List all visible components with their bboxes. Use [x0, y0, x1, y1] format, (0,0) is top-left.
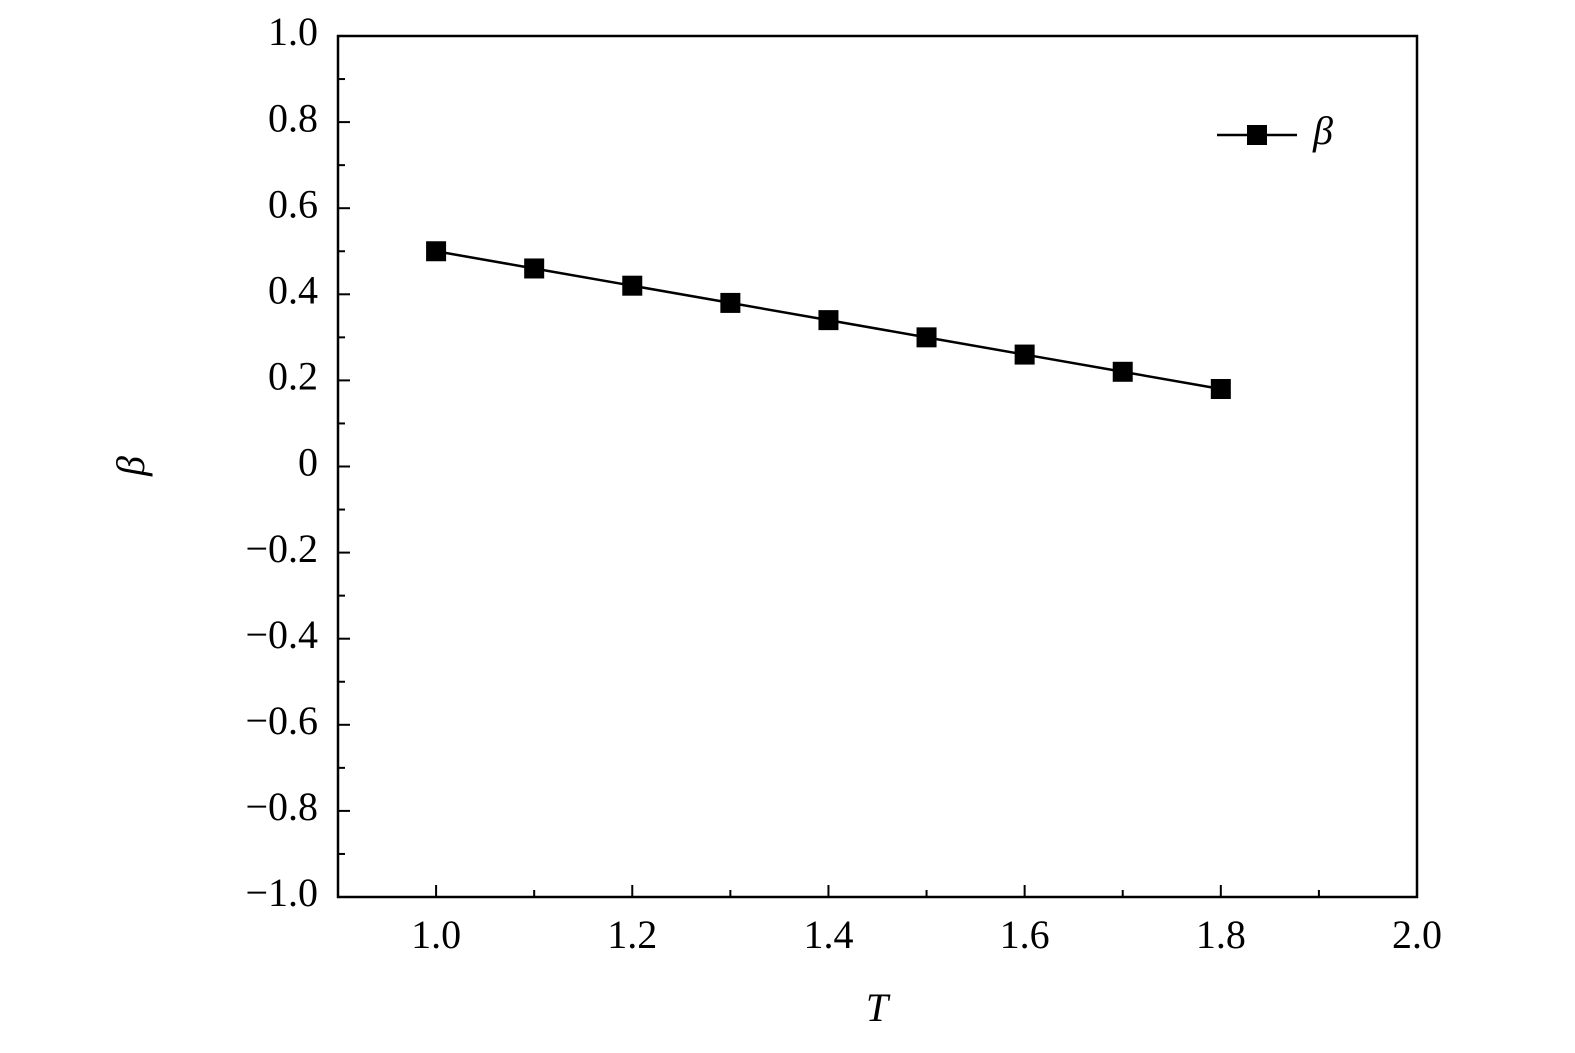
y-tick-label: 0.8: [268, 95, 318, 140]
x-axis-label: T: [866, 985, 891, 1030]
y-tick-label: 0: [298, 440, 318, 485]
y-tick-label: −0.2: [245, 526, 318, 571]
x-tick-label: 1.4: [803, 912, 853, 957]
x-tick-label: 2.0: [1392, 912, 1442, 957]
y-tick-label: 0.6: [268, 181, 318, 226]
data-point: [720, 292, 741, 313]
x-tick-label: 1.2: [607, 912, 657, 957]
data-point: [916, 327, 937, 348]
y-tick-label: −1.0: [245, 870, 318, 915]
data-point: [1014, 344, 1035, 365]
data-point: [426, 241, 447, 262]
x-tick-label: 1.6: [1000, 912, 1050, 957]
y-tick-label: −0.6: [245, 698, 318, 743]
data-point: [622, 275, 643, 296]
y-tick-label: 0.4: [268, 267, 318, 312]
x-tick-label: 1.8: [1196, 912, 1246, 957]
plot-frame: [336, 34, 1419, 899]
y-axis-label: β: [108, 456, 153, 477]
x-tick-label: 1.0: [411, 912, 461, 957]
data-point: [524, 258, 545, 279]
data-point: [1112, 361, 1133, 382]
y-tick-label: 0.2: [268, 354, 318, 399]
legend-marker: [1247, 125, 1267, 145]
y-tick-label: −0.4: [245, 612, 318, 657]
y-tick-label: 1.0: [268, 9, 318, 54]
legend-label: β: [1312, 108, 1333, 153]
y-tick-label: −0.8: [245, 784, 318, 829]
data-point: [1210, 379, 1231, 400]
data-point: [818, 310, 839, 331]
